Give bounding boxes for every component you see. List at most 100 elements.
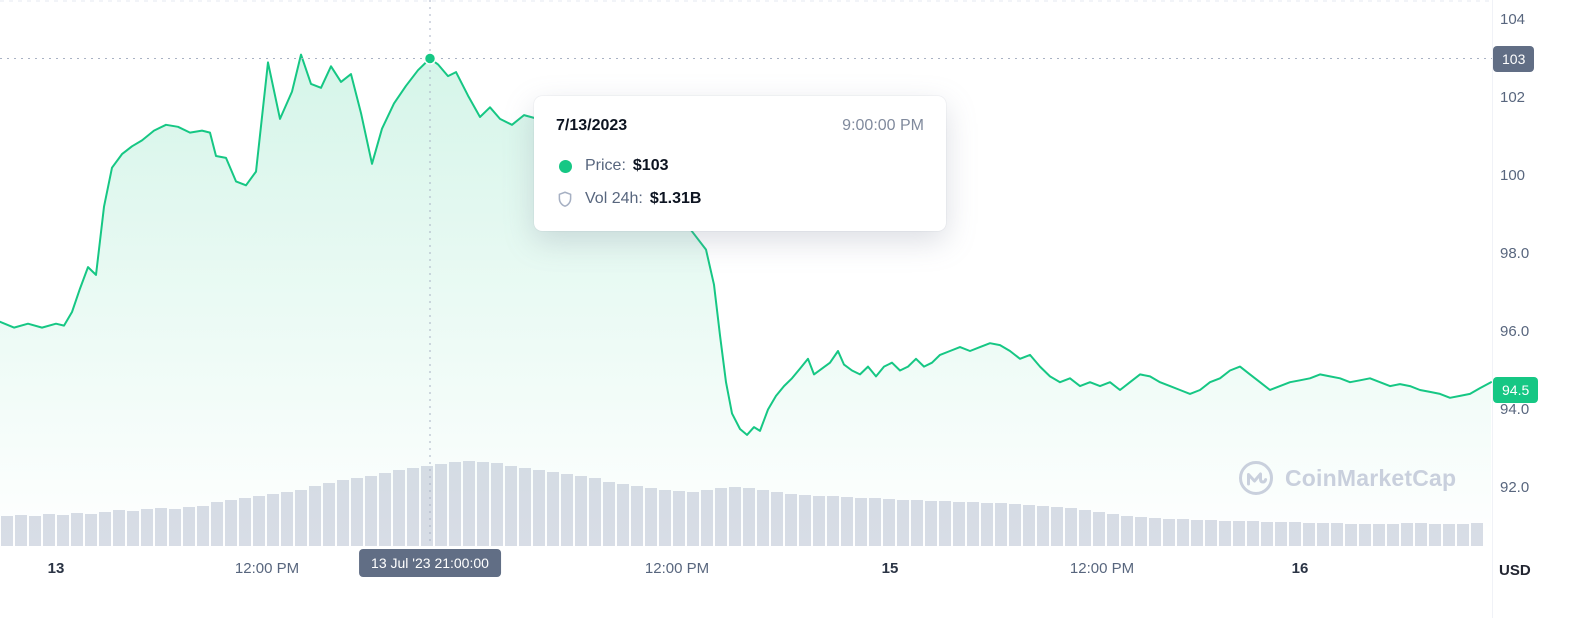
volume-bar	[1051, 507, 1063, 546]
chart-tooltip: 7/13/2023 9:00:00 PM Price: $103 Vol 24h…	[534, 96, 946, 231]
volume-bar	[729, 487, 741, 546]
volume-bar	[155, 508, 167, 546]
volume-bar	[883, 499, 895, 546]
volume-bar	[911, 500, 923, 546]
crosshair-time-badge: 13 Jul '23 21:00:00	[359, 549, 501, 577]
volume-bar	[1275, 522, 1287, 546]
y-axis-tick: 98.0	[1500, 244, 1530, 262]
volume-bar	[15, 515, 27, 546]
tooltip-price-value: $103	[632, 157, 669, 174]
volume-bar	[253, 496, 265, 546]
volume-bar	[1317, 523, 1329, 546]
price-series-dot-icon	[556, 159, 574, 173]
volume-bar	[197, 506, 209, 546]
volume-bar	[939, 501, 951, 546]
coinmarketcap-watermark: CoinMarketCap	[1237, 459, 1456, 497]
volume-bar	[407, 468, 419, 546]
tooltip-vol-value: $1.31B	[649, 190, 702, 207]
volume-bar	[463, 461, 475, 546]
volume-bar	[617, 484, 629, 546]
volume-bar	[841, 497, 853, 546]
tooltip-vol-label: Vol 24h:	[585, 190, 643, 207]
x-axis-label: 15	[881, 560, 899, 577]
volume-bar	[183, 507, 195, 546]
volume-bar	[225, 500, 237, 546]
x-axis-label: 12:00 PM	[644, 560, 710, 577]
volume-bar	[743, 488, 755, 546]
volume-bar	[1177, 519, 1189, 546]
price-chart-svg[interactable]	[0, 0, 1492, 546]
volume-bar	[99, 512, 111, 546]
y-axis-tick: 92.0	[1500, 478, 1530, 496]
volume-bar	[925, 501, 937, 546]
volume-bar	[1219, 521, 1231, 546]
volume-bar	[1457, 524, 1469, 546]
volume-bar	[1345, 524, 1357, 546]
volume-bar	[239, 498, 251, 546]
x-axis-label: 12:00 PM	[1069, 560, 1135, 577]
y-axis-tick: 96.0	[1500, 322, 1530, 340]
live-price-badge: 94.5	[1493, 377, 1539, 403]
volume-bar	[309, 486, 321, 546]
volume-bar	[1359, 524, 1371, 546]
volume-bar	[1121, 516, 1133, 546]
volume-bar	[211, 502, 223, 546]
volume-bar	[953, 502, 965, 546]
volume-bar	[1471, 523, 1483, 546]
axis-unit-label: USD	[1499, 562, 1531, 579]
volume-bar	[575, 476, 587, 546]
volume-bar	[1331, 523, 1343, 546]
price-axis: 104 102 100 98.0 96.0 94.0 92.0	[1492, 0, 1584, 618]
y-axis-tick: 102	[1500, 88, 1526, 106]
volume-bar	[85, 514, 97, 546]
volume-bar	[421, 466, 433, 546]
volume-bar	[771, 492, 783, 546]
y-axis-tick: 94.0	[1500, 400, 1530, 418]
volume-bar	[1149, 518, 1161, 546]
volume-bar	[813, 496, 825, 546]
volume-bar	[1387, 524, 1399, 546]
volume-bar	[1233, 521, 1245, 546]
volume-bar	[337, 480, 349, 546]
volume-bar	[1247, 521, 1259, 546]
volume-bar	[1079, 510, 1091, 546]
volume-bar	[1065, 508, 1077, 546]
volume-bar	[57, 515, 69, 546]
volume-bar	[351, 478, 363, 546]
hover-marker-dot	[423, 52, 437, 65]
volume-bar	[673, 491, 685, 546]
volume-bar	[687, 492, 699, 546]
tooltip-volume-row: Vol 24h: $1.31B	[556, 190, 924, 208]
volume-bar	[1009, 504, 1021, 546]
volume-bar	[603, 482, 615, 546]
tooltip-price-row: Price: $103	[556, 157, 924, 175]
volume-bar	[967, 502, 979, 546]
volume-bar	[393, 470, 405, 546]
volume-shield-icon	[556, 190, 574, 208]
volume-bar	[477, 462, 489, 546]
volume-bar	[435, 464, 447, 546]
y-axis-tick: 104	[1500, 10, 1526, 28]
volume-bar	[323, 483, 335, 546]
volume-bar	[645, 488, 657, 546]
volume-bar	[519, 468, 531, 546]
volume-bar	[799, 495, 811, 546]
volume-bar	[757, 490, 769, 546]
volume-bar	[1303, 523, 1315, 546]
volume-bar	[1191, 520, 1203, 546]
tooltip-price-label: Price:	[585, 157, 626, 174]
volume-bar	[365, 476, 377, 546]
time-axis: 13 12:00 PM 12:00 PM 15 12:00 PM 16 13 J…	[0, 546, 1492, 618]
chart-plot-area	[0, 0, 1492, 546]
watermark-text: CoinMarketCap	[1285, 464, 1457, 491]
x-axis-label: 12:00 PM	[234, 560, 300, 577]
volume-bar	[659, 490, 671, 546]
volume-bar	[561, 474, 573, 546]
volume-bar	[981, 503, 993, 546]
volume-bar	[379, 473, 391, 546]
volume-bar	[785, 494, 797, 546]
volume-bar	[827, 496, 839, 546]
tooltip-header: 7/13/2023 9:00:00 PM	[556, 117, 924, 135]
y-axis-tick: 100	[1500, 166, 1526, 184]
